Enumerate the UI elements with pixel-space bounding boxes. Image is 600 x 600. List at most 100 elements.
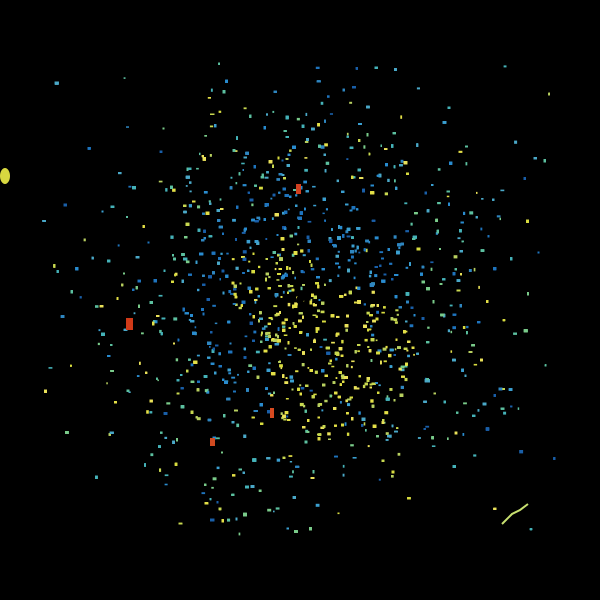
echo-speckle	[321, 409, 324, 412]
echo-speckle	[378, 384, 381, 387]
echo-speckle	[241, 162, 245, 165]
echo-speckle	[291, 253, 295, 257]
echo-speckle	[258, 489, 262, 492]
echo-speckle	[314, 370, 318, 374]
echo-speckle	[503, 65, 507, 68]
echo-speckle	[286, 415, 289, 418]
echo-speckle	[437, 202, 441, 205]
echo-speckle	[287, 208, 290, 211]
echo-speckle	[328, 279, 332, 283]
echo-speckle	[219, 198, 222, 201]
echo-speckle	[337, 274, 340, 277]
echo-speckle	[304, 157, 308, 159]
echo-speckle	[216, 466, 220, 470]
echo-speckle	[313, 204, 317, 207]
echo-speckle	[264, 176, 269, 179]
echo-speckle	[310, 298, 313, 303]
echo-speckle	[353, 276, 356, 280]
echo-speckle	[276, 279, 280, 281]
echo-speckle	[457, 237, 461, 240]
echo-speckle	[430, 267, 433, 271]
echo-speckle	[410, 222, 413, 226]
echo-speckle	[397, 452, 401, 456]
echo-speckle	[209, 154, 212, 157]
echo-speckle	[98, 329, 101, 332]
echo-speckle	[500, 189, 505, 192]
echo-speckle	[345, 399, 348, 403]
echo-speckle	[267, 322, 271, 325]
echo-speckle	[450, 350, 453, 353]
echo-speckle	[282, 211, 286, 215]
echo-speckle	[499, 217, 501, 221]
echo-speckle	[106, 382, 108, 385]
echo-speckle	[350, 365, 353, 369]
echo-speckle	[393, 235, 397, 239]
echo-speckle	[284, 381, 289, 384]
echo-speckle	[496, 215, 501, 218]
echo-speckle	[310, 268, 315, 271]
echo-speckle	[337, 512, 340, 515]
echo-speckle	[309, 389, 313, 392]
echo-speckle	[215, 437, 220, 440]
echo-speckle	[233, 292, 237, 296]
echo-speckle	[341, 339, 344, 344]
echo-speckle	[212, 304, 216, 307]
echo-speckle	[299, 402, 304, 407]
echo-speckle	[235, 266, 239, 270]
echo-speckle	[396, 313, 399, 316]
echo-speckle	[315, 329, 318, 333]
echo-speckle	[279, 364, 283, 368]
echo-speckle	[337, 250, 340, 253]
echo-speckle	[294, 232, 298, 236]
echo-speckle	[405, 230, 409, 233]
echo-speckle	[320, 426, 325, 429]
echo-speckle	[260, 333, 263, 337]
echo-speckle	[238, 532, 241, 536]
echo-speckle	[383, 360, 387, 363]
echo-speckle	[272, 110, 275, 113]
echo-speckle	[196, 417, 201, 421]
echo-speckle	[465, 162, 468, 166]
echo-speckle	[218, 110, 222, 113]
echo-speckle	[394, 321, 398, 324]
echo-speckle	[246, 239, 251, 244]
echo-speckle	[296, 117, 300, 121]
echo-speckle	[48, 367, 53, 369]
echo-speckle	[354, 249, 357, 253]
echo-speckle	[437, 168, 441, 171]
echo-speckle	[300, 387, 305, 390]
echo-speckle	[238, 306, 242, 310]
echo-speckle	[452, 326, 456, 330]
echo-speckle	[346, 132, 349, 136]
echo-speckle	[331, 341, 335, 344]
echo-speckle	[212, 477, 217, 481]
echo-speckle	[400, 159, 404, 163]
echo-speckle	[295, 370, 299, 373]
echo-speckle	[265, 238, 268, 240]
echo-speckle	[188, 318, 192, 321]
echo-speckle	[398, 246, 401, 250]
echo-speckle	[253, 330, 257, 334]
echo-speckle	[400, 115, 403, 119]
echo-speckle	[368, 274, 372, 278]
echo-speckle	[146, 410, 149, 414]
echo-speckle	[251, 270, 255, 274]
echo-speckle	[340, 225, 343, 230]
echo-speckle	[196, 167, 199, 170]
echo-speckle	[160, 431, 163, 434]
echo-speckle	[379, 251, 384, 254]
echo-speckle	[462, 433, 465, 436]
echo-speckle	[425, 425, 430, 428]
echo-speckle	[431, 445, 436, 447]
echo-speckle	[352, 457, 357, 459]
echo-speckle	[341, 376, 345, 380]
echo-speckle	[266, 113, 268, 116]
echo-speckle	[395, 309, 399, 312]
echo-speckle	[385, 439, 389, 441]
echo-speckle	[228, 372, 232, 375]
echo-speckle	[126, 126, 129, 128]
echo-speckle	[128, 185, 132, 188]
echo-speckle	[367, 445, 370, 448]
echo-speckle	[267, 392, 272, 395]
